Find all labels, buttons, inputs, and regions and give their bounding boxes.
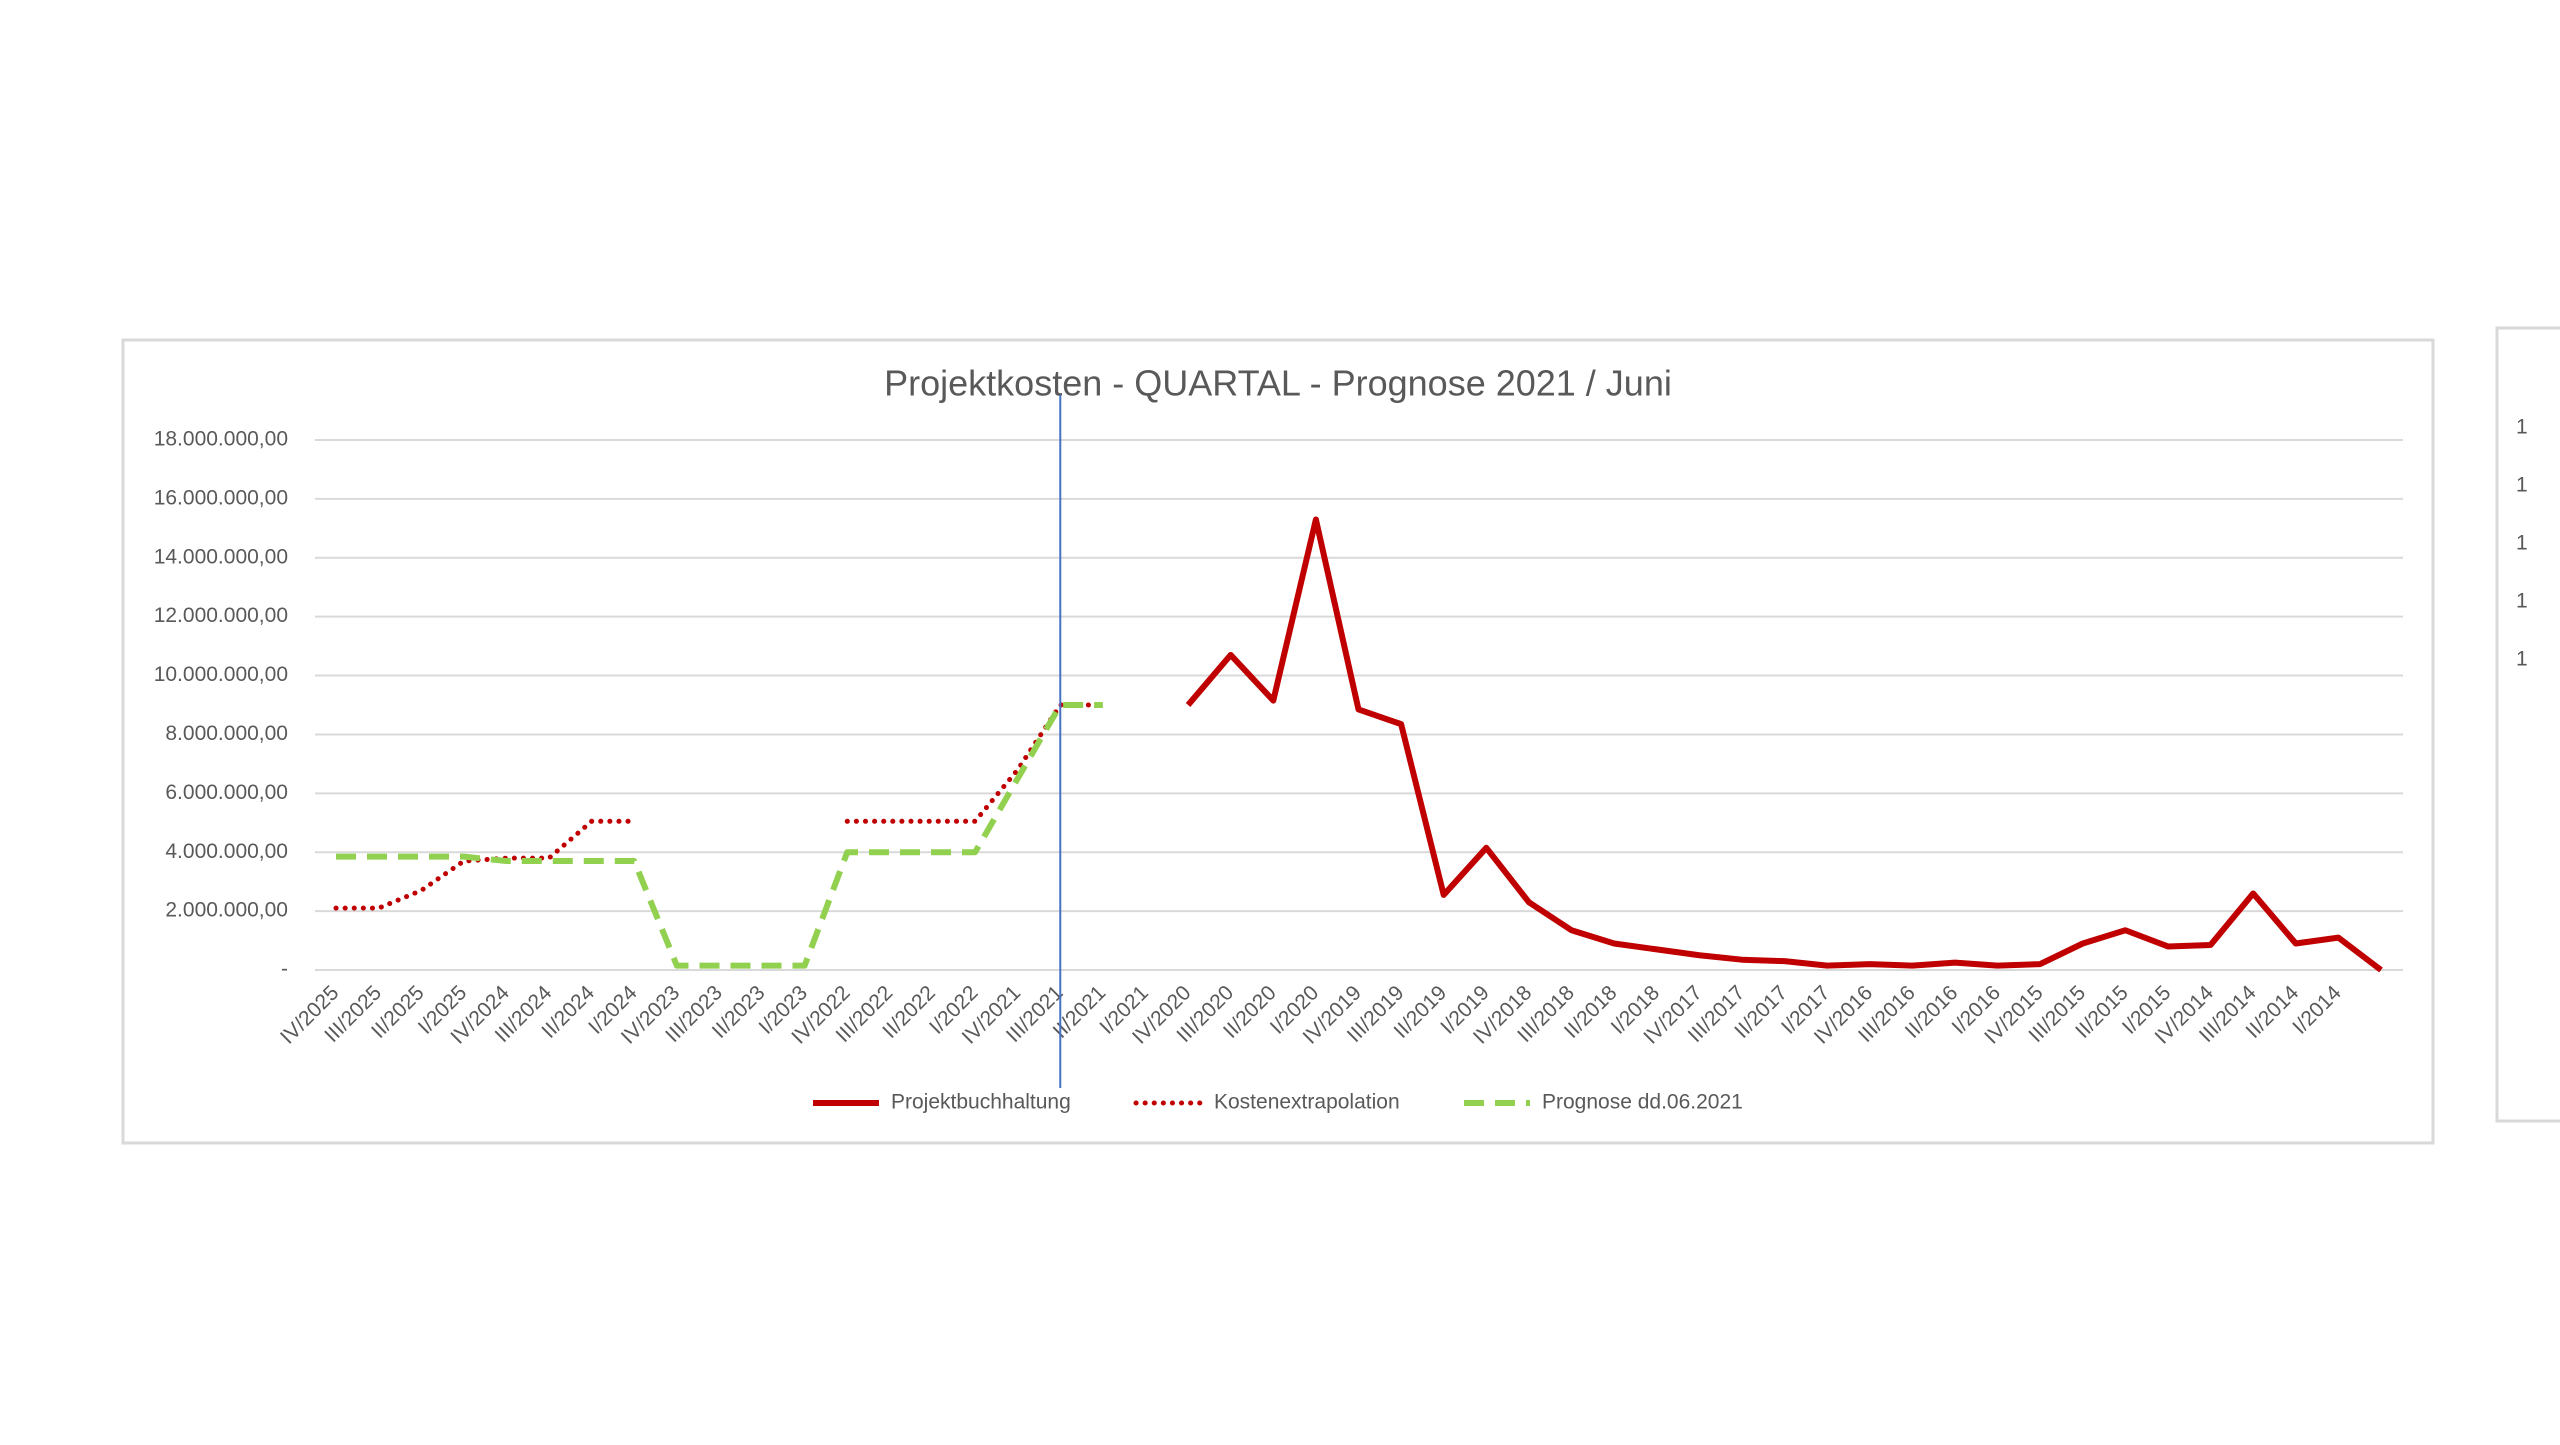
series-line [336,702,1103,969]
legend-label: Prognose dd.06.2021 [1542,1091,1743,1114]
partial-chart-label: 1 [2516,590,2528,613]
partial-chart-label: 1 [2516,648,2528,671]
y-tick-label: 4.000.000,00 [165,840,288,863]
y-tick-label: 18.000.000,00 [154,428,288,451]
legend-label: Projektbuchhaltung [891,1091,1071,1114]
partial-chart-frame [2495,326,2560,1123]
partial-chart-label: 1 [2516,416,2528,439]
y-tick-label: 2.000.000,00 [165,899,288,922]
y-tick-label: - [281,958,288,981]
series-line [1185,516,2383,973]
chart-title: Projektkosten - QUARTAL - Prognose 2021 … [884,363,1672,404]
legend-label: Kostenextrapolation [1214,1091,1400,1114]
y-tick-label: 8.000.000,00 [165,722,288,745]
y-tick-label: 6.000.000,00 [165,781,288,804]
y-tick-label: 12.000.000,00 [154,604,288,627]
partial-chart-label: 1 [2516,474,2528,497]
chart-frame [121,338,2435,1145]
y-tick-label: 10.000.000,00 [154,663,288,686]
y-tick-label: 16.000.000,00 [154,486,288,509]
partial-chart-label: 1 [2516,532,2528,555]
y-tick-label: 14.000.000,00 [154,545,288,568]
